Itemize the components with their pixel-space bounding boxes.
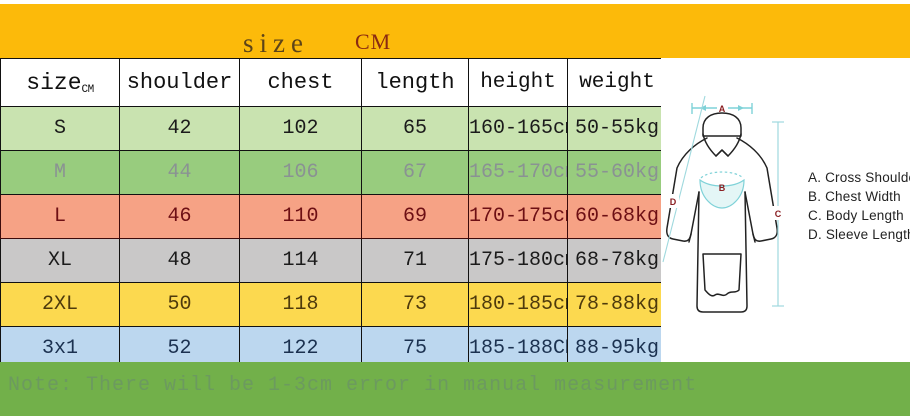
column-header-size-label: size xyxy=(26,69,82,96)
legend-item-b: B. Chest Width xyxy=(808,189,901,204)
cell-length: 65 xyxy=(361,106,469,151)
cell-weight: 68-78kg xyxy=(567,238,667,283)
cell-shoulder: 50 xyxy=(119,282,240,327)
table-row: M 44 106 67 165-170cm 55-60kg xyxy=(0,150,667,195)
measurement-legend: A. Cross Shoulder B. Chest Width C. Body… xyxy=(808,168,910,244)
measure-b-chest-width xyxy=(699,171,745,209)
garment-illustration-panel: A B xyxy=(661,58,910,362)
marker-label-a: A xyxy=(719,104,726,114)
marker-label-b: B xyxy=(719,183,726,193)
column-header-weight: weight xyxy=(567,58,667,107)
cell-chest: 102 xyxy=(239,106,362,151)
cell-shoulder: 48 xyxy=(119,238,240,283)
cell-height: 165-170cm xyxy=(468,150,568,195)
cell-size: L xyxy=(0,194,120,239)
banner-unit-label: CM xyxy=(355,29,392,54)
cell-size: M xyxy=(0,150,120,195)
measure-c-body-length xyxy=(772,121,784,307)
cell-chest: 114 xyxy=(239,238,362,283)
cell-size: S xyxy=(0,106,120,151)
cell-chest: 106 xyxy=(239,150,362,195)
size-table: sizeCM shoulder chest length height weig… xyxy=(0,58,667,371)
marker-label-c: C xyxy=(775,209,782,219)
cell-shoulder: 44 xyxy=(119,150,240,195)
hoodie-diagram-svg: A B xyxy=(662,95,784,313)
column-header-chest: chest xyxy=(239,58,362,107)
header-banner: size CM xyxy=(0,4,910,58)
column-header-size: sizeCM xyxy=(0,58,120,107)
marker-label-d: D xyxy=(670,197,677,207)
cell-weight: 50-55kg xyxy=(567,106,667,151)
size-table-container: sizeCM shoulder chest length height weig… xyxy=(0,58,667,371)
cell-weight: 60-68kg xyxy=(567,194,667,239)
cell-weight: 55-60kg xyxy=(567,150,667,195)
column-header-length: length xyxy=(361,58,469,107)
cell-weight: 78-88kg xyxy=(567,282,667,327)
hoodie-outline xyxy=(666,112,778,313)
column-header-shoulder: shoulder xyxy=(119,58,240,107)
table-row: S 42 102 65 160-165cm 50-55kg xyxy=(0,106,667,151)
cell-height: 180-185cm xyxy=(468,282,568,327)
table-row: L 46 110 69 170-175cm 60-68kg xyxy=(0,194,667,239)
legend-item-d: D. Sleeve Length xyxy=(808,227,910,242)
measure-d-sleeve-length xyxy=(662,95,706,263)
cell-chest: 110 xyxy=(239,194,362,239)
cell-length: 69 xyxy=(361,194,469,239)
cell-height: 160-165cm xyxy=(468,106,568,151)
legend-item-a: A. Cross Shoulder xyxy=(808,170,910,185)
cell-chest: 118 xyxy=(239,282,362,327)
table-header-row: sizeCM shoulder chest length height weig… xyxy=(0,58,667,107)
cell-size: 2XL xyxy=(0,282,120,327)
note-text: Note: There will be 1-3cm error in manua… xyxy=(8,374,698,397)
cell-shoulder: 46 xyxy=(119,194,240,239)
column-header-size-unit: CM xyxy=(81,83,95,96)
cell-length: 71 xyxy=(361,238,469,283)
cell-length: 73 xyxy=(361,282,469,327)
banner-title: size xyxy=(243,28,309,58)
legend-item-c: C. Body Length xyxy=(808,208,904,223)
cell-height: 170-175cm xyxy=(468,194,568,239)
cell-length: 67 xyxy=(361,150,469,195)
column-header-height: height xyxy=(468,58,568,107)
cell-height: 175-180cm xyxy=(468,238,568,283)
table-row: XL 48 114 71 175-180cm 68-78kg xyxy=(0,238,667,283)
cell-shoulder: 42 xyxy=(119,106,240,151)
cell-size: XL xyxy=(0,238,120,283)
table-row: 2XL 50 118 73 180-185cm 78-88kg xyxy=(0,282,667,327)
note-band: Note: There will be 1-3cm error in manua… xyxy=(0,362,910,416)
